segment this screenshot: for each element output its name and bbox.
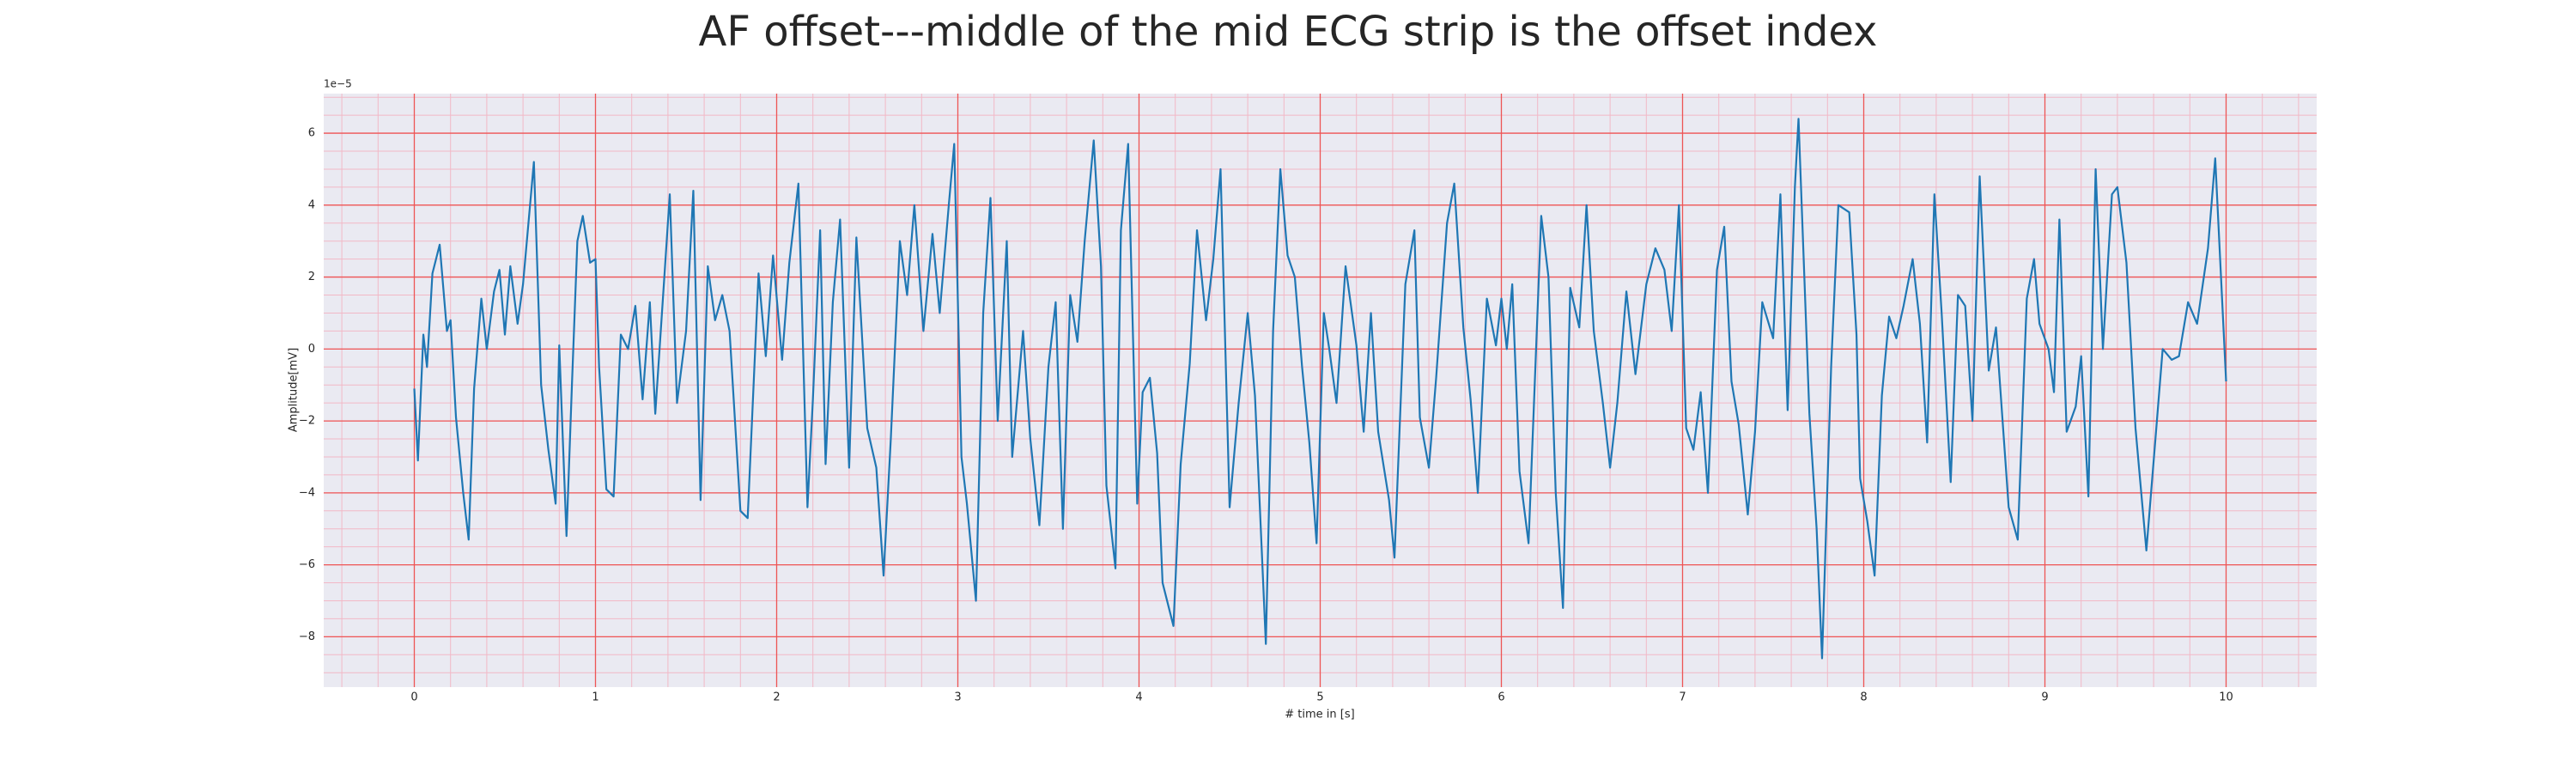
x-axis-label: # time in [s] <box>1285 709 1354 721</box>
x-tick-label: 8 <box>1860 691 1867 704</box>
x-tick-label: 5 <box>1316 691 1323 704</box>
y-tick-label: −4 <box>299 486 315 499</box>
y-tick-label: 6 <box>308 127 315 140</box>
x-tick-label: 9 <box>2041 691 2048 704</box>
ecg-line <box>413 118 2227 660</box>
y-tick-label: −8 <box>299 630 315 643</box>
x-tick-label: 3 <box>954 691 961 704</box>
y-tick-label: −2 <box>299 415 315 428</box>
y-tick-label: −6 <box>299 558 315 571</box>
y-tick-label: 2 <box>308 271 315 283</box>
chart-title: AF offset---middle of the mid ECG strip … <box>699 8 1878 56</box>
x-tick-label: 7 <box>1679 691 1686 704</box>
x-tick-label: 2 <box>773 691 780 704</box>
y-axis-label: Amplitude[mV] <box>288 348 301 432</box>
x-tick-label: 6 <box>1498 691 1504 704</box>
x-tick-label: 1 <box>592 691 598 704</box>
y-tick-label: 4 <box>308 198 315 211</box>
y-offset-label: 1e−5 <box>324 78 352 90</box>
x-tick-label: 0 <box>410 691 417 704</box>
x-tick-label: 4 <box>1135 691 1142 704</box>
x-tick-label: 10 <box>2219 691 2233 704</box>
y-tick-label: 0 <box>308 343 315 356</box>
